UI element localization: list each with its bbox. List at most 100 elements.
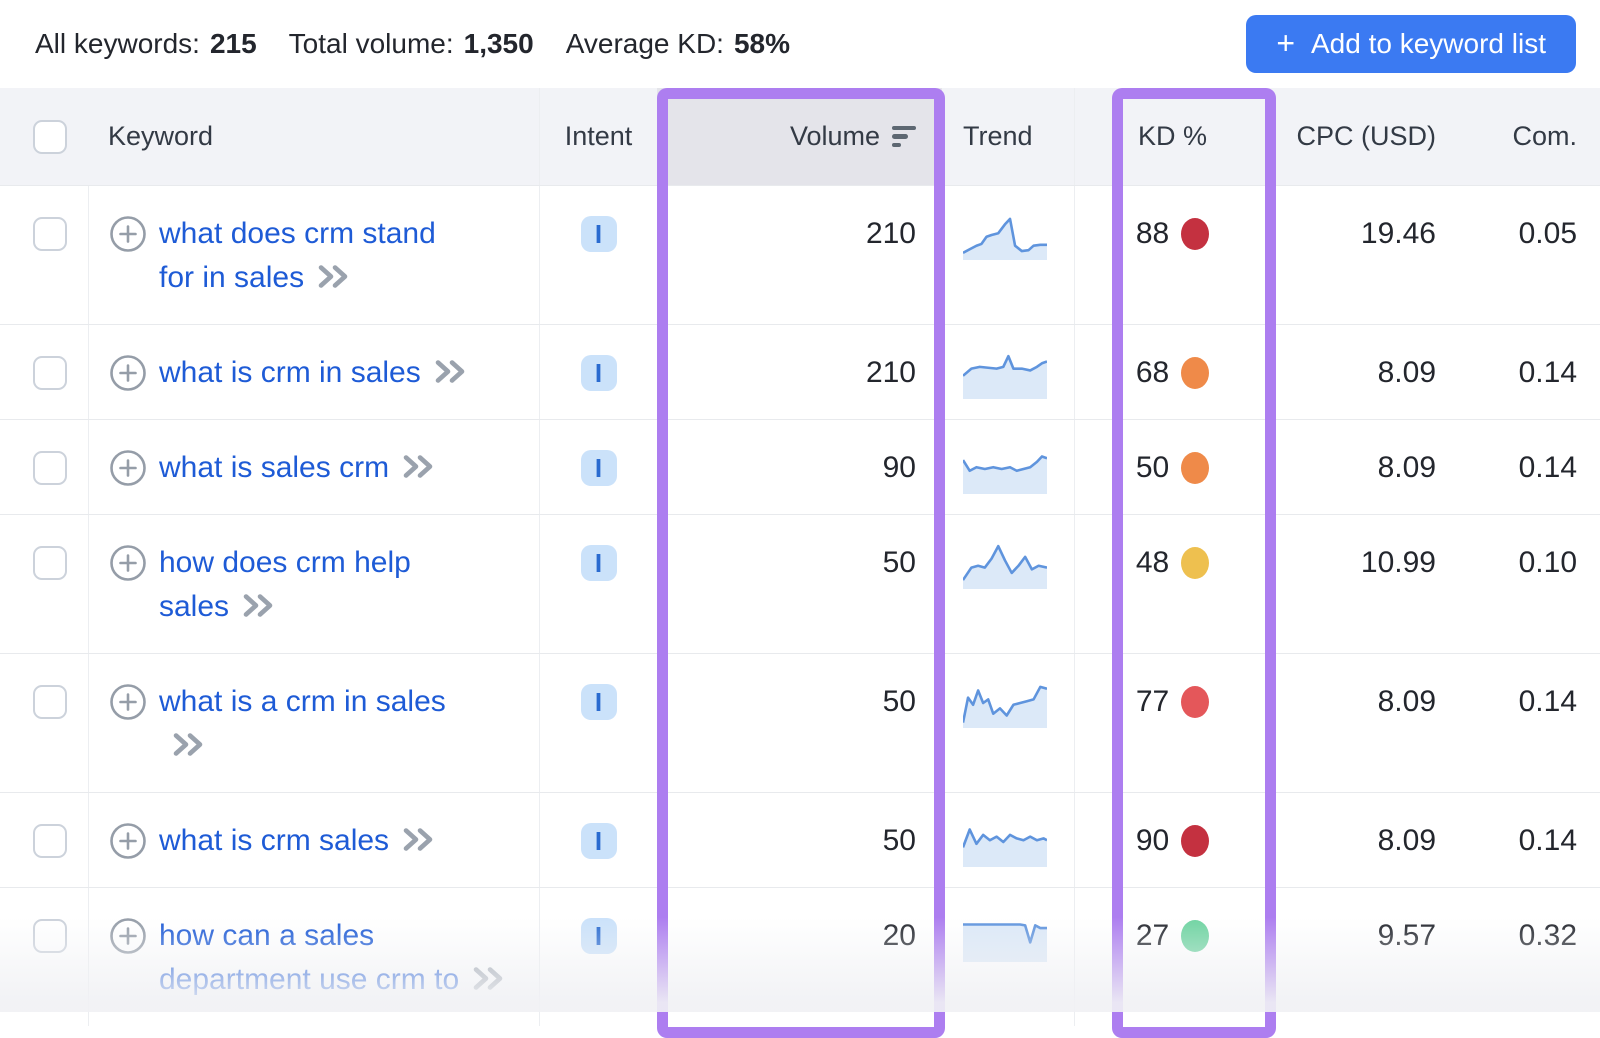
intent-badge: I: [580, 684, 617, 720]
intent-cell: I: [539, 515, 657, 653]
trend-cell: [942, 325, 1074, 419]
sort-descending-icon[interactable]: [892, 125, 916, 148]
kd-difficulty-dot: [1181, 452, 1210, 484]
row-checkbox[interactable]: [33, 685, 67, 719]
row-checkbox[interactable]: [33, 824, 67, 858]
header-volume-label: Volume: [789, 121, 880, 151]
cpc-cell: 8.09: [1270, 654, 1450, 792]
row-checkbox-cell: [0, 515, 88, 653]
kd-difficulty-dot: [1181, 920, 1210, 952]
com-cell: 0.05: [1450, 186, 1600, 324]
row-checkbox[interactable]: [33, 919, 67, 953]
trend-sparkline: [963, 912, 1047, 962]
expand-keyword-icon[interactable]: [109, 683, 147, 721]
header-volume[interactable]: Volume: [657, 88, 942, 185]
keyword-cell: what is crm sales: [88, 793, 539, 887]
total-volume-label: Total volume:: [288, 28, 454, 59]
expand-keyword-icon[interactable]: [109, 449, 147, 487]
expand-keyword-icon[interactable]: [109, 215, 147, 253]
volume-value: 210: [865, 356, 916, 389]
keyword-link[interactable]: what is crm in sales: [159, 356, 421, 389]
volume-cell: 50: [657, 793, 942, 887]
volume-cell: 50: [657, 654, 942, 792]
com-value: 0.14: [1518, 824, 1577, 857]
intent-badge: I: [580, 355, 617, 391]
row-checkbox-cell: [0, 420, 88, 514]
select-all-checkbox[interactable]: [33, 119, 67, 154]
row-checkbox-cell: [0, 325, 88, 419]
keyword-link[interactable]: what is crm sales: [159, 824, 390, 857]
kd-value: 48: [1135, 546, 1170, 579]
com-cell: 0.14: [1450, 420, 1600, 514]
row-checkbox[interactable]: [33, 356, 67, 390]
com-value: 0.14: [1518, 685, 1577, 718]
all-keywords-label: All keywords:: [35, 28, 200, 59]
expand-keyword-icon[interactable]: [109, 917, 147, 955]
cpc-cell: 8.09: [1270, 793, 1450, 887]
open-keyword-overview-icon[interactable]: [433, 358, 467, 385]
header-intent-label: Intent: [564, 121, 633, 151]
all-keywords-value: 215: [209, 28, 257, 59]
intent-cell: I: [539, 888, 657, 1026]
expand-keyword-icon[interactable]: [109, 354, 147, 392]
open-keyword-overview-icon[interactable]: [171, 731, 205, 758]
cpc-value: 8.09: [1377, 824, 1436, 857]
volume-cell: 90: [657, 420, 942, 514]
cpc-cell: 9.57: [1270, 888, 1450, 1026]
intent-cell: I: [539, 654, 657, 792]
open-keyword-overview-icon[interactable]: [471, 965, 505, 992]
keyword-link[interactable]: how does crm help sales: [159, 546, 411, 623]
intent-badge: I: [580, 216, 617, 252]
com-value: 0.14: [1518, 451, 1577, 484]
cpc-cell: 19.46: [1270, 186, 1450, 324]
intent-cell: I: [539, 793, 657, 887]
cpc-value: 10.99: [1360, 546, 1436, 579]
keyword-link[interactable]: how can a sales department use crm to: [159, 919, 460, 996]
total-volume-value: 1,350: [463, 28, 534, 59]
volume-cell: 210: [657, 325, 942, 419]
open-keyword-overview-icon[interactable]: [401, 826, 435, 853]
row-checkbox[interactable]: [33, 217, 67, 251]
volume-value: 90: [882, 451, 916, 484]
cpc-value: 9.57: [1377, 919, 1436, 952]
trend-cell: [942, 515, 1074, 653]
trend-sparkline: [963, 539, 1047, 589]
row-checkbox-cell: [0, 654, 88, 792]
com-cell: 0.10: [1450, 515, 1600, 653]
cpc-value: 19.46: [1360, 217, 1436, 250]
kd-value: 77: [1135, 685, 1170, 718]
keyword-text-wrap: what is a crm in sales ​: [159, 680, 446, 768]
trend-sparkline: [963, 210, 1047, 260]
kd-difficulty-dot: [1181, 825, 1210, 857]
open-keyword-overview-icon[interactable]: [316, 263, 350, 290]
cpc-value: 8.09: [1377, 685, 1436, 718]
volume-value: 50: [882, 546, 916, 579]
table-row: how can a sales department use crm to I …: [0, 887, 1600, 1026]
volume-value: 50: [882, 685, 916, 718]
keyword-link[interactable]: what is a crm in sales ​: [159, 685, 446, 718]
header-com-label: Com.: [1512, 121, 1577, 151]
row-checkbox[interactable]: [33, 546, 67, 580]
add-to-keyword-list-button[interactable]: + Add to keyword list: [1246, 15, 1576, 73]
kd-cell: 77: [1074, 654, 1270, 792]
volume-value: 50: [882, 824, 916, 857]
average-kd-value: 58%: [733, 28, 790, 59]
com-cell: 0.14: [1450, 793, 1600, 887]
com-value: 0.32: [1518, 919, 1577, 952]
header-trend-label: Trend: [963, 121, 1033, 151]
cpc-cell: 8.09: [1270, 420, 1450, 514]
volume-cell: 210: [657, 186, 942, 324]
expand-keyword-icon[interactable]: [109, 822, 147, 860]
open-keyword-overview-icon[interactable]: [401, 453, 435, 480]
keyword-link[interactable]: what is sales crm: [159, 451, 390, 484]
header-cpc-label: CPC (USD): [1296, 121, 1437, 151]
cpc-value: 8.09: [1377, 356, 1436, 389]
kd-cell: 88: [1074, 186, 1270, 324]
header-com: Com.: [1450, 88, 1600, 185]
kd-value: 90: [1135, 824, 1170, 857]
row-checkbox[interactable]: [33, 451, 67, 485]
keyword-link[interactable]: what does crm stand for in sales: [159, 217, 436, 294]
expand-keyword-icon[interactable]: [109, 544, 147, 582]
open-keyword-overview-icon[interactable]: [241, 592, 275, 619]
keyword-cell: what is sales crm: [88, 420, 539, 514]
